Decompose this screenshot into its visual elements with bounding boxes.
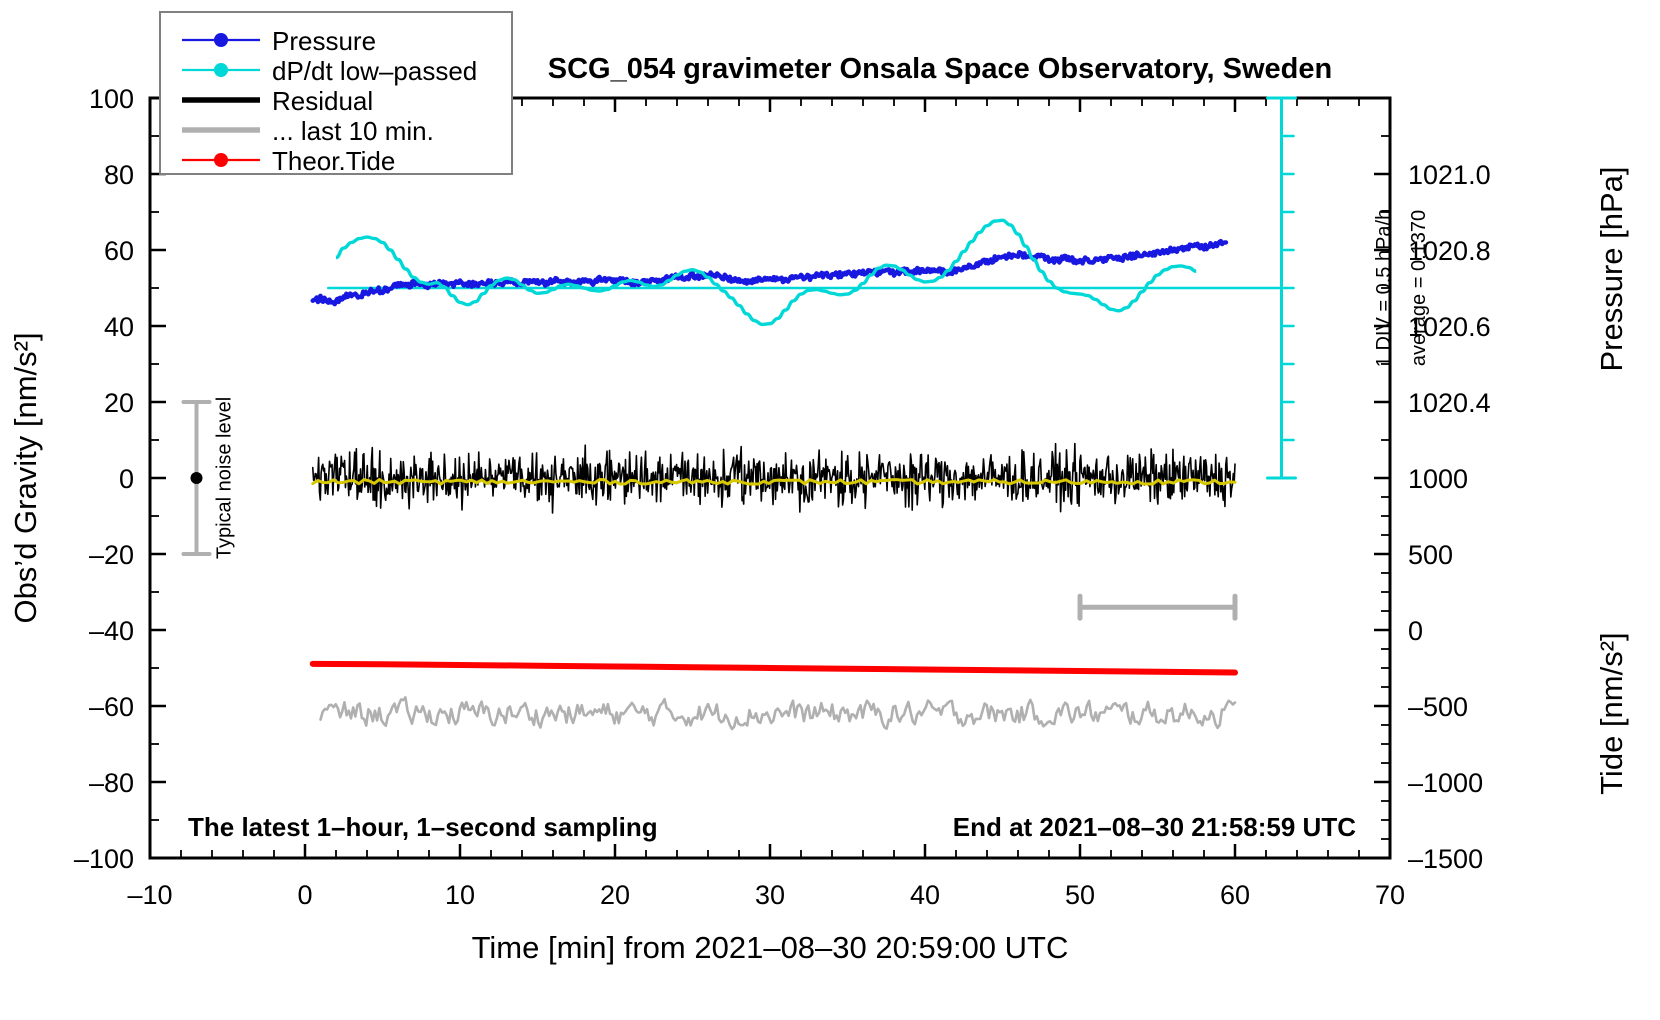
y-tick-label: –40 bbox=[89, 616, 134, 646]
x-tick-label: –10 bbox=[127, 880, 172, 910]
series-theor-tide bbox=[309, 660, 1238, 676]
y-tick-label: –80 bbox=[89, 768, 134, 798]
y-axis-title-left: Obs’d Gravity [nm/s²] bbox=[8, 332, 43, 623]
annotation-bottom-right: End at 2021–08–30 21:58:59 UTC bbox=[953, 812, 1356, 842]
right-pressure-tick-label: 1020.6 bbox=[1408, 312, 1491, 342]
right-pressure-tick-label: 1020.4 bbox=[1408, 388, 1491, 418]
y-tick-label: 40 bbox=[104, 312, 134, 342]
right-tide-tick-label: –500 bbox=[1408, 692, 1468, 722]
scalebar-average-label: average = 0.1370 bbox=[1408, 210, 1430, 366]
y-tick-label: –20 bbox=[89, 540, 134, 570]
y-tick-label: 100 bbox=[89, 84, 134, 114]
series-pressure bbox=[310, 238, 1229, 307]
right-tide-tick-label: 500 bbox=[1408, 540, 1453, 570]
x-tick-label: 50 bbox=[1065, 880, 1095, 910]
legend-marker-1 bbox=[214, 33, 228, 47]
y-tick-label: –60 bbox=[89, 692, 134, 722]
x-tick-label: 0 bbox=[297, 880, 312, 910]
y-axis-title-tide: Tide [nm/s²] bbox=[1594, 632, 1629, 795]
right-tide-tick-label: 0 bbox=[1408, 616, 1423, 646]
legend-marker-2 bbox=[214, 63, 228, 77]
x-axis-title: Time [min] from 2021–08–30 20:59:00 UTC bbox=[472, 930, 1069, 965]
legend-label-3: Residual bbox=[272, 86, 373, 116]
x-tick-label: 10 bbox=[445, 880, 475, 910]
x-tick-label: 20 bbox=[600, 880, 630, 910]
series-residual-smoothed bbox=[311, 478, 1237, 486]
y-tick-label: 20 bbox=[104, 388, 134, 418]
y-axis-title-pressure: Pressure [hPa] bbox=[1594, 166, 1629, 371]
noise-center-dot bbox=[190, 472, 203, 484]
y-tick-label: –100 bbox=[74, 844, 134, 874]
series-dpdt bbox=[335, 218, 1197, 327]
right-pressure-tick-label: 1021.0 bbox=[1408, 160, 1491, 190]
y-tick-label: 0 bbox=[119, 464, 134, 494]
right-tide-tick-label: –1500 bbox=[1408, 844, 1483, 874]
y-tick-label: 60 bbox=[104, 236, 134, 266]
annotation-bottom-left: The latest 1–hour, 1–second sampling bbox=[188, 812, 658, 842]
right-tide-tick-label: 1000 bbox=[1408, 464, 1468, 494]
y-tick-label: 80 bbox=[104, 160, 134, 190]
x-tick-label: 70 bbox=[1375, 880, 1405, 910]
right-pressure-tick-label: 1020.8 bbox=[1408, 236, 1491, 266]
chart-title: SCG_054 gravimeter Onsala Space Observat… bbox=[548, 53, 1332, 85]
legend-label-2: dP/dt low–passed bbox=[272, 56, 477, 86]
legend-label-5: Theor.Tide bbox=[272, 146, 395, 176]
noise-level-label: Typical noise level bbox=[214, 397, 236, 559]
series-last-10-min bbox=[319, 696, 1237, 731]
legend-label-4: ... last 10 min. bbox=[272, 116, 434, 146]
x-tick-label: 60 bbox=[1220, 880, 1250, 910]
legend-label-1: Pressure bbox=[272, 26, 376, 56]
legend-marker-5 bbox=[214, 153, 228, 167]
x-tick-label: 30 bbox=[755, 880, 785, 910]
scalebar-div-label: 1 DIV = 0.5 hPa/h bbox=[1373, 209, 1395, 367]
x-tick-label: 40 bbox=[910, 880, 940, 910]
right-tide-tick-label: –1000 bbox=[1408, 768, 1483, 798]
